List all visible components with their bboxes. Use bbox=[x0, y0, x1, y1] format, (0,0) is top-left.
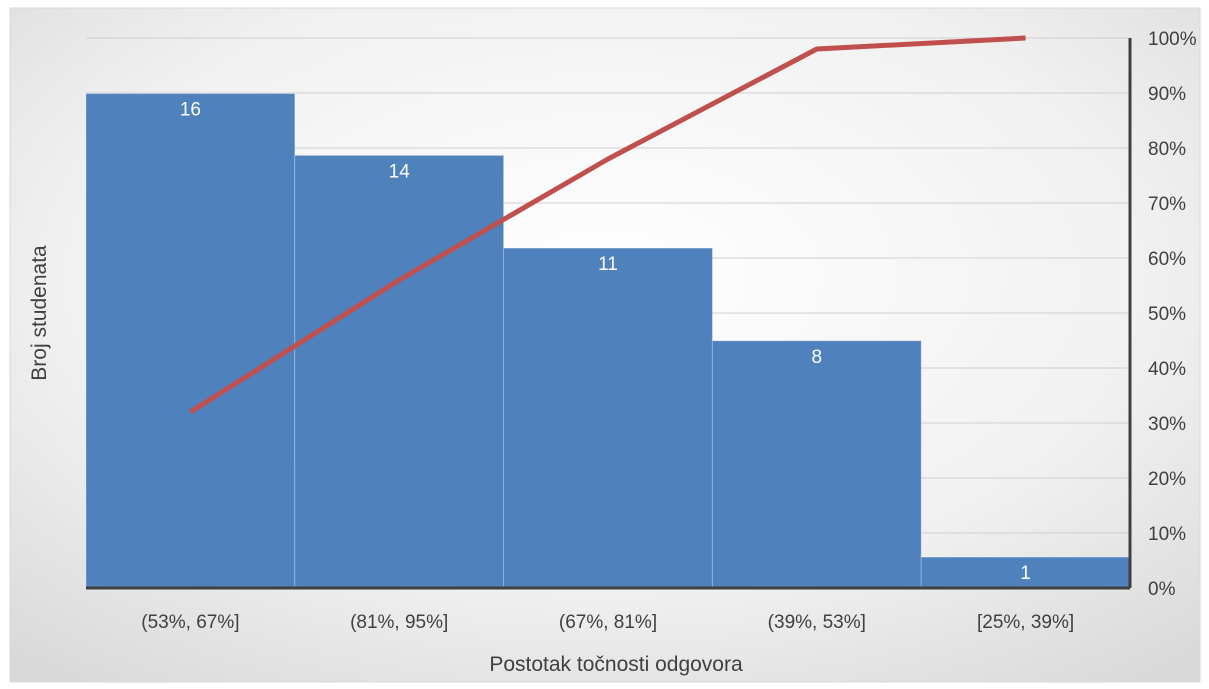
bar bbox=[294, 154, 505, 589]
y2-tick-label: 70% bbox=[1148, 194, 1186, 215]
y2-tick-label: 100% bbox=[1148, 29, 1197, 50]
x-tick-label: (67%, 81%] bbox=[559, 612, 657, 633]
bar-data-label: 11 bbox=[598, 254, 618, 275]
x-tick-label: [25%, 39%] bbox=[977, 612, 1074, 633]
cumulative-line bbox=[189, 35, 1026, 415]
bar-data-label: 8 bbox=[812, 347, 823, 368]
bar bbox=[85, 93, 296, 589]
bar bbox=[920, 556, 1131, 589]
bar-data-label: 16 bbox=[180, 100, 201, 121]
y2-tick-labels: 0% 10% 20% 30% 40% 50% 60% 70% 80% 90% 100% bbox=[1148, 29, 1197, 600]
x-axis-title: Postotak točnosti odgovora bbox=[489, 653, 743, 676]
bar-data-label: 1 bbox=[1020, 563, 1031, 584]
y-axis-title: Broj studenata bbox=[28, 245, 51, 381]
x-tick-labels: (53%, 67%] (81%, 95%] (67%, 81%] (39%, 53%]… bbox=[141, 612, 1074, 633]
bar-data-label: 14 bbox=[389, 161, 411, 182]
y2-tick-label: 30% bbox=[1148, 414, 1186, 435]
y2-tick-label: 80% bbox=[1148, 139, 1186, 160]
y2-tick-label: 10% bbox=[1148, 524, 1186, 545]
x-tick-label: (81%, 95%] bbox=[350, 612, 448, 633]
y2-tick-label: 20% bbox=[1148, 469, 1186, 490]
bar bbox=[503, 247, 713, 589]
y2-tick-label: 60% bbox=[1148, 249, 1186, 270]
x-tick-label: (53%, 67%] bbox=[141, 612, 239, 633]
bar bbox=[711, 340, 922, 589]
y2-tick-label: 40% bbox=[1148, 359, 1186, 380]
y2-tick-label: 50% bbox=[1148, 304, 1186, 325]
y2-tick-label: 90% bbox=[1148, 84, 1186, 105]
bar-data-labels: 16 14 11 8 1 bbox=[180, 100, 1031, 584]
axes bbox=[86, 38, 1132, 590]
x-tick-label: (39%, 53%] bbox=[768, 612, 866, 633]
y2-tick-label: 0% bbox=[1148, 579, 1176, 600]
